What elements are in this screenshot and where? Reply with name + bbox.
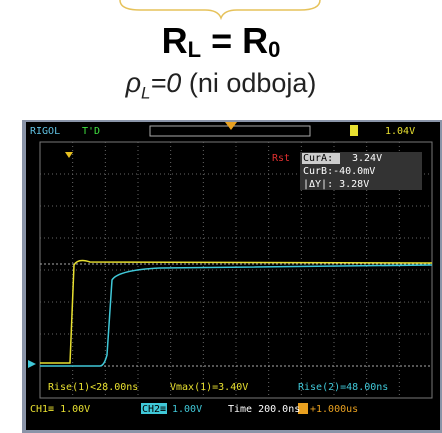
cursor-a-label: CurA: bbox=[303, 153, 333, 164]
status: T'D bbox=[82, 126, 100, 137]
cursor-b-value: CurB:-40.0mV bbox=[303, 166, 375, 177]
measurement: Vmax(1)=3.40V bbox=[170, 382, 248, 393]
time-offset: +1.000us bbox=[310, 404, 358, 415]
formula-op: = bbox=[211, 20, 232, 61]
formula-sub: 0 bbox=[268, 37, 280, 62]
formula-sub: L bbox=[188, 37, 201, 62]
eq: =0 bbox=[151, 68, 182, 98]
rho: ρ bbox=[126, 68, 141, 98]
timebase: Time 200.0ns bbox=[228, 404, 300, 415]
formula-lhs: R bbox=[162, 20, 188, 61]
measurement: Rise(1)<28.00ns bbox=[48, 382, 138, 393]
cursor-delta: |ΔY|: 3.28V bbox=[303, 179, 369, 190]
ch2-scale: 1.00V bbox=[172, 404, 202, 415]
subtitle: ρL=0 (ni odboja) bbox=[0, 68, 442, 103]
rho-sub: L bbox=[141, 83, 150, 102]
callout-edge bbox=[0, 0, 442, 20]
ch1-setting: CH1≡ 1.00V bbox=[30, 404, 90, 415]
oscilloscope: RIGOL T'D 1.04V Rst CurA: 3.24V CurB:-40… bbox=[0, 120, 442, 433]
brand: RIGOL bbox=[30, 126, 60, 137]
measurement: Rise(2)=48.00ns bbox=[298, 382, 388, 393]
cursor-a-value: 3.24V bbox=[352, 153, 382, 164]
page: RL = R0 ρL=0 (ni odboja) RIGOL T'D 1.04V… bbox=[0, 0, 442, 433]
ch2-setting: CH2≡ bbox=[142, 404, 166, 415]
note: (ni odboja) bbox=[189, 68, 317, 98]
trigger-level: 1.04V bbox=[385, 126, 415, 137]
reset: Rst bbox=[272, 153, 290, 164]
formula: RL = R0 bbox=[0, 20, 442, 63]
ch1-icon bbox=[350, 125, 358, 136]
formula-rhs: R bbox=[242, 20, 268, 61]
